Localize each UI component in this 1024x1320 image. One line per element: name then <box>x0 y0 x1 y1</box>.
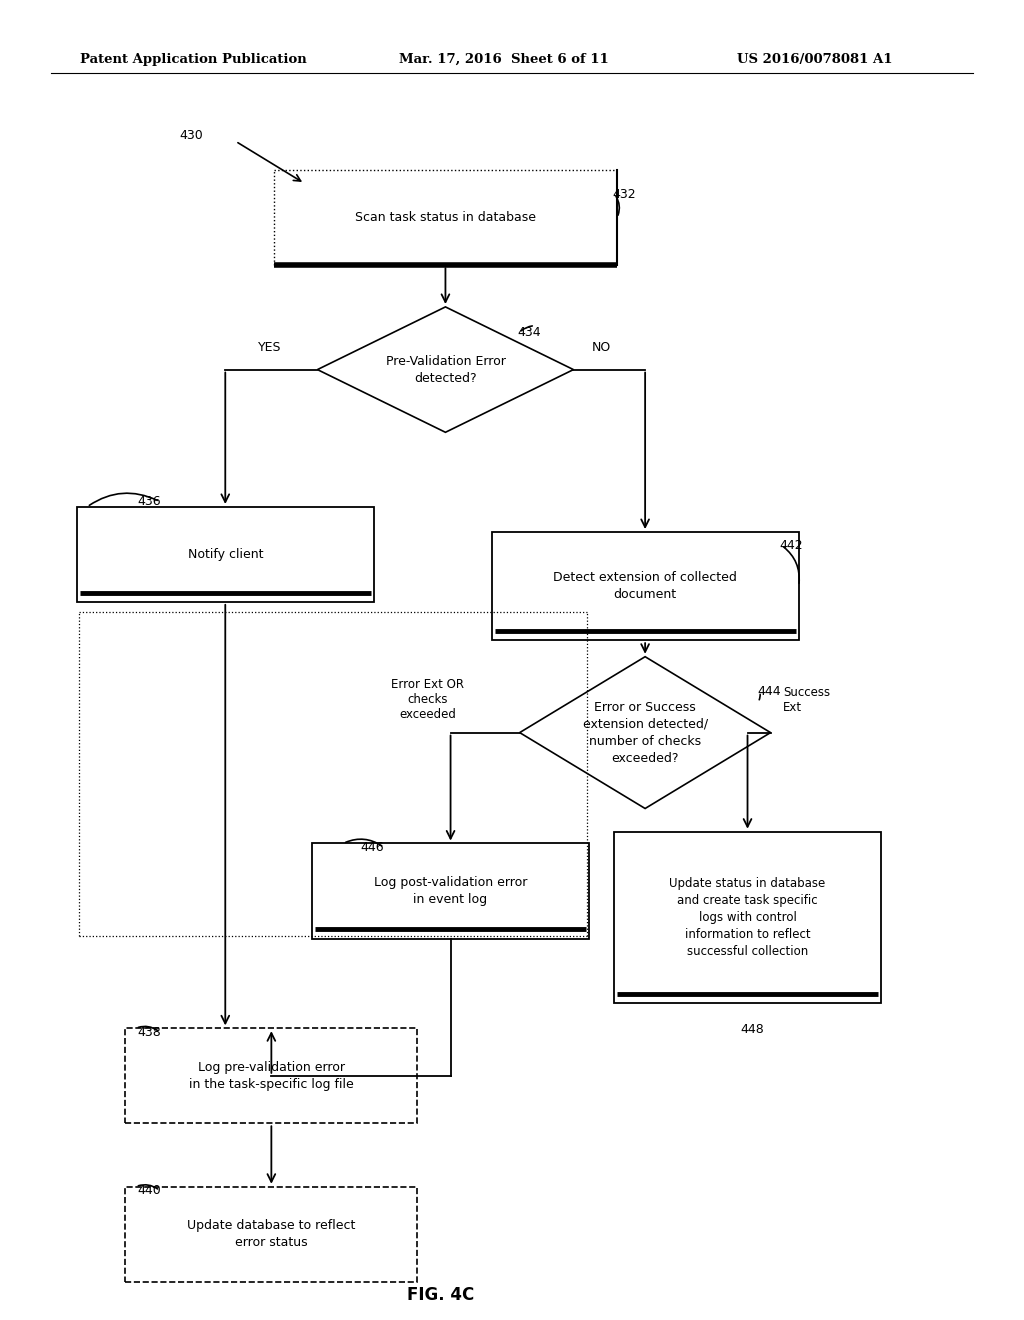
Text: Pre-Validation Error
detected?: Pre-Validation Error detected? <box>385 355 506 384</box>
Text: 444: 444 <box>758 685 781 698</box>
Bar <box>492 532 799 640</box>
Text: Update database to reflect
error status: Update database to reflect error status <box>187 1220 355 1249</box>
Text: 430: 430 <box>179 129 203 143</box>
Text: Scan task status in database: Scan task status in database <box>355 211 536 224</box>
Bar <box>312 843 589 939</box>
Text: 442: 442 <box>779 539 803 552</box>
Bar <box>273 170 616 265</box>
Bar <box>126 1028 418 1123</box>
Polygon shape <box>317 308 573 433</box>
Text: Error or Success
extension detected/
number of checks
exceeded?: Error or Success extension detected/ num… <box>583 701 708 764</box>
Text: Mar. 17, 2016  Sheet 6 of 11: Mar. 17, 2016 Sheet 6 of 11 <box>399 53 609 66</box>
Text: Success
Ext: Success Ext <box>782 685 830 714</box>
Text: Log pre-validation error
in the task-specific log file: Log pre-validation error in the task-spe… <box>189 1061 353 1090</box>
Text: Detect extension of collected
document: Detect extension of collected document <box>553 572 737 601</box>
Text: Error Ext OR
checks
exceeded: Error Ext OR checks exceeded <box>391 678 464 721</box>
Text: Log post-validation error
in event log: Log post-validation error in event log <box>374 876 527 906</box>
Text: Update status in database
and create task specific
logs with control
information: Update status in database and create tas… <box>670 876 825 958</box>
Text: YES: YES <box>258 341 282 354</box>
Bar <box>614 832 881 1003</box>
Text: 438: 438 <box>137 1026 161 1039</box>
Text: 436: 436 <box>137 495 161 508</box>
Polygon shape <box>520 656 770 808</box>
Bar <box>77 507 374 602</box>
Text: 446: 446 <box>360 841 384 854</box>
Text: Notify client: Notify client <box>187 548 263 561</box>
Text: FIG. 4C: FIG. 4C <box>407 1286 474 1304</box>
Text: 440: 440 <box>137 1184 161 1197</box>
Text: Patent Application Publication: Patent Application Publication <box>80 53 306 66</box>
Text: 448: 448 <box>740 1023 765 1036</box>
Text: 434: 434 <box>517 326 541 339</box>
Text: US 2016/0078081 A1: US 2016/0078081 A1 <box>737 53 893 66</box>
Text: NO: NO <box>592 341 611 354</box>
Text: 432: 432 <box>612 187 636 201</box>
Bar <box>126 1187 418 1282</box>
